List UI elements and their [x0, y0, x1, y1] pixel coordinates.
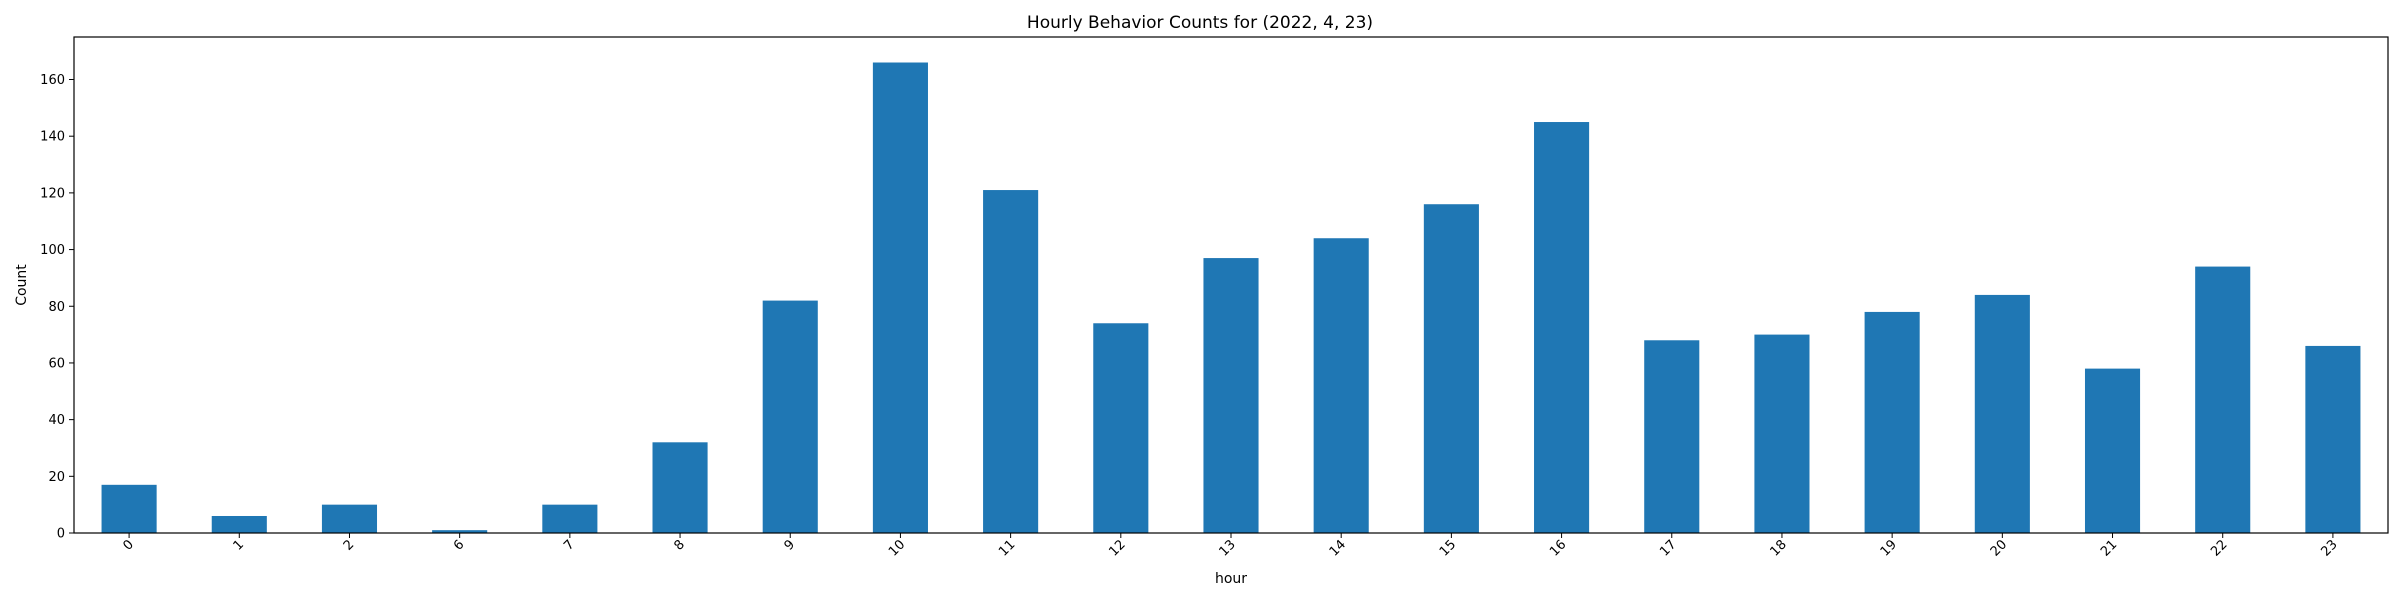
- y-tick-label: 20: [48, 470, 65, 485]
- y-tick-label: 140: [40, 130, 65, 145]
- x-tick-label: 15: [1437, 537, 1459, 559]
- x-tick-label: 1: [231, 537, 247, 553]
- bar-16: [1534, 122, 1590, 534]
- y-tick-label: 80: [48, 300, 65, 315]
- bar-13: [1203, 258, 1259, 533]
- bar-10: [872, 62, 928, 533]
- bar-18: [1754, 334, 1810, 533]
- bar-7: [542, 504, 598, 533]
- x-axis-ticks: 0 1 2 6 7 8 9 10 11 12 13 14 15 16 17 18 19 20 21 22 23: [120, 533, 2341, 560]
- chart-title: Hourly Behavior Counts for (2022, 4, 23): [1027, 13, 1373, 33]
- bar-9: [762, 300, 818, 533]
- bar-1: [211, 515, 267, 533]
- x-tick-label: 9: [782, 537, 798, 553]
- bar-6: [432, 530, 488, 533]
- x-tick-label: 2: [341, 537, 357, 553]
- x-tick-label: 21: [2098, 537, 2120, 559]
- bar-11: [983, 190, 1039, 533]
- x-tick-label: 23: [2318, 537, 2340, 559]
- x-tick-label: 8: [671, 537, 687, 553]
- x-tick-label: 10: [886, 537, 908, 559]
- y-axis-ticks: 0 20 40 60 80 100 120 140 160: [40, 73, 74, 542]
- bar-12: [1093, 323, 1149, 533]
- x-tick-label: 14: [1327, 537, 1349, 559]
- bar-2: [321, 504, 378, 533]
- bars-group: [101, 62, 2361, 534]
- x-tick-label: 6: [451, 537, 467, 553]
- y-axis-label: Count: [14, 264, 30, 306]
- bar-14: [1313, 238, 1369, 533]
- y-tick-label: 160: [40, 73, 65, 88]
- y-tick-label: 40: [48, 413, 65, 428]
- bar-19: [1864, 311, 1920, 533]
- bar-15: [1423, 204, 1479, 534]
- y-tick-label: 60: [48, 356, 65, 371]
- x-tick-label: 7: [561, 537, 577, 553]
- x-tick-label: 20: [1988, 537, 2010, 559]
- x-tick-label: 22: [2208, 537, 2230, 559]
- x-tick-label: 12: [1106, 537, 1128, 559]
- x-tick-label: 11: [996, 537, 1018, 559]
- x-tick-label: 0: [120, 537, 136, 553]
- x-tick-label: 18: [1767, 537, 1789, 559]
- x-axis-label: hour: [1215, 571, 1247, 587]
- bar-17: [1644, 340, 1700, 533]
- bar-0: [101, 484, 157, 533]
- bar-23: [2305, 345, 2361, 533]
- y-tick-label: 0: [57, 527, 65, 542]
- x-tick-label: 19: [1878, 537, 1900, 559]
- y-tick-label: 120: [40, 186, 65, 201]
- x-tick-label: 13: [1217, 537, 1239, 559]
- x-tick-label: 17: [1657, 537, 1679, 559]
- bar-8: [652, 442, 708, 533]
- x-tick-label: 16: [1547, 537, 1569, 559]
- bar-21: [2084, 368, 2141, 533]
- plot-frame: [73, 36, 2389, 534]
- bar-22: [2195, 266, 2251, 533]
- y-tick-label: 100: [40, 243, 65, 258]
- bar-20: [1974, 294, 2030, 533]
